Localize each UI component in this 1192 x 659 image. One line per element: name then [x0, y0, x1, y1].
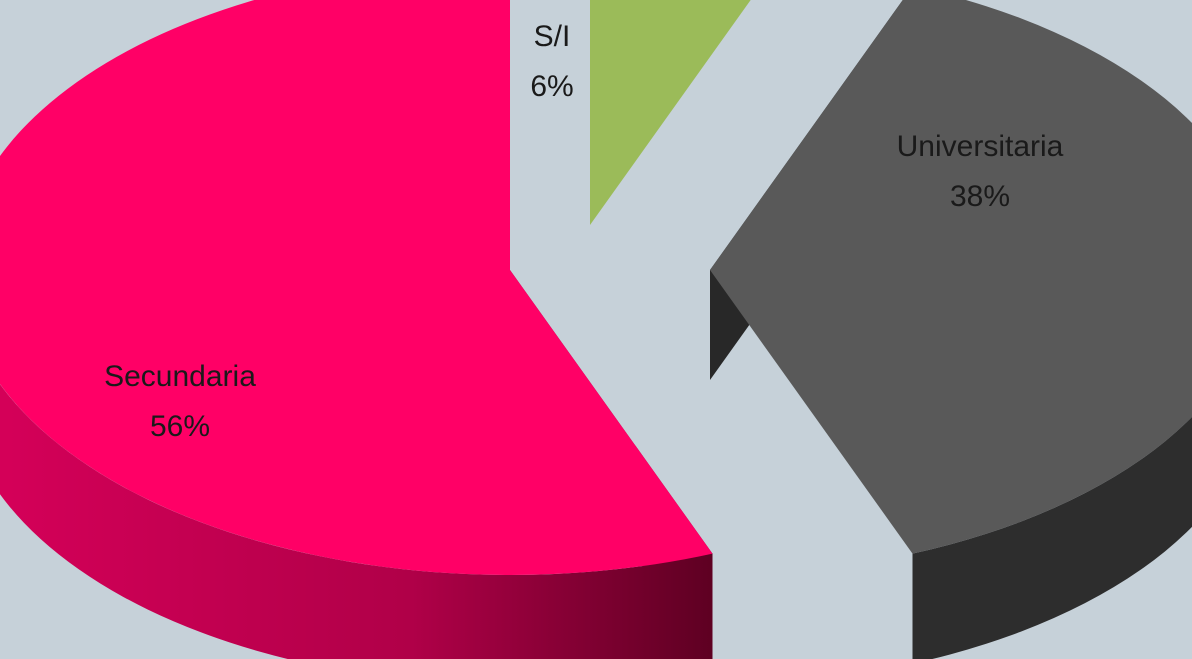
- slice-s-i: [590, 0, 751, 225]
- label-si-pct: 6%: [530, 70, 573, 103]
- label-universitaria-pct: 38%: [950, 180, 1010, 213]
- slice-secundaria: [0, 0, 713, 575]
- label-universitaria-name: Universitaria: [897, 130, 1064, 163]
- slice-secundaria-side: [0, 384, 713, 659]
- label-secundaria-name: Secundaria: [104, 360, 256, 393]
- label-secundaria-pct: 56%: [150, 410, 210, 443]
- label-si-name: S/I: [534, 20, 571, 53]
- slice-universitaria: [710, 0, 1192, 554]
- slice-universitaria-side: [912, 416, 1192, 659]
